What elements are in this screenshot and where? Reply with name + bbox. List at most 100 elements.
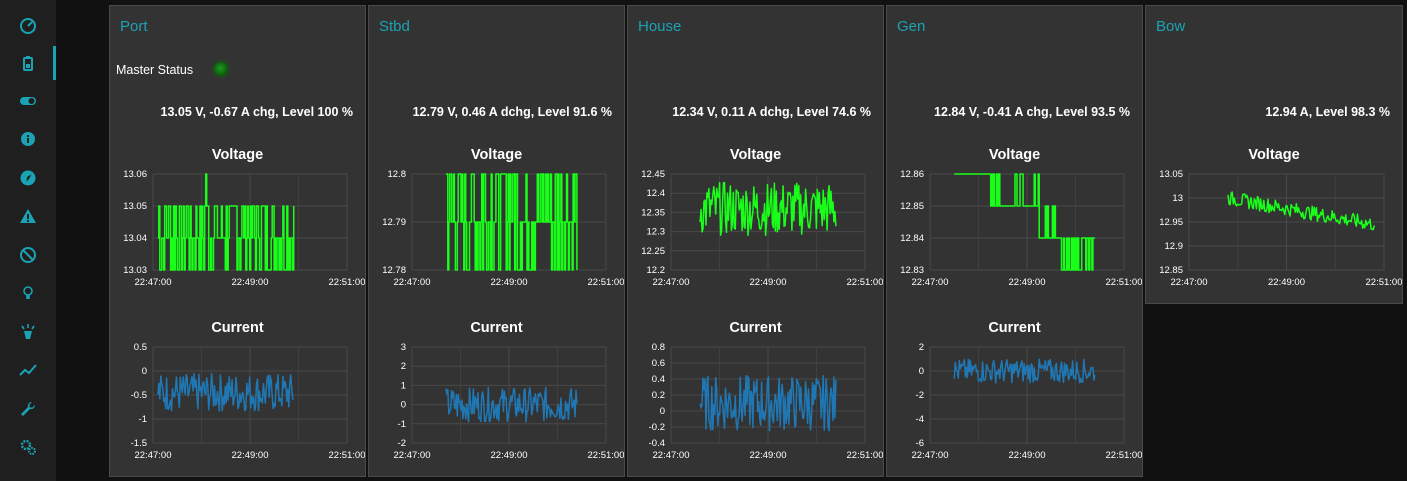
x-tick-label: 22:51:00 bbox=[329, 450, 365, 461]
sidebar-item-dashboard-gauge[interactable] bbox=[0, 6, 56, 44]
status-text: 12.84 V, -0.41 A chg, Level 93.5 % bbox=[934, 105, 1130, 119]
status-text: 12.34 V, 0.11 A dchg, Level 74.6 % bbox=[672, 105, 871, 119]
y-tick-label: -2 bbox=[916, 390, 924, 401]
y-tick-label: 0 bbox=[142, 366, 147, 377]
ban-icon bbox=[20, 247, 36, 263]
voltage-chart-title: Voltage bbox=[470, 147, 523, 163]
current-chart-title: Current bbox=[211, 320, 264, 336]
x-tick-label: 22:49:00 bbox=[491, 277, 528, 288]
x-tick-label: 22:51:00 bbox=[329, 277, 365, 288]
current-chart: 0.8 0.6 0.4 0.2 0 -0.2 -0.422:47:00 22:49:00 22:… bbox=[649, 342, 883, 461]
y-tick-label: 13.04 bbox=[123, 233, 147, 244]
voltage-chart-title: Voltage bbox=[988, 147, 1041, 163]
current-chart-title: Current bbox=[988, 320, 1041, 336]
voltage-chart: 12.45 12.4 12.35 12.3 12.25 12.222:47:00 22:49… bbox=[641, 169, 883, 288]
wrench-icon bbox=[21, 401, 36, 416]
y-tick-label: -1.5 bbox=[131, 438, 147, 449]
sidebar-item-spotlight[interactable] bbox=[0, 313, 56, 351]
x-tick-label: 22:47:00 bbox=[1171, 277, 1208, 288]
x-tick-label: 22:47:00 bbox=[135, 277, 172, 288]
card-title: Stbd bbox=[379, 18, 410, 35]
x-tick-label: 22:49:00 bbox=[750, 277, 787, 288]
sidebar-item-warning[interactable] bbox=[0, 197, 56, 235]
voltage-chart-title: Voltage bbox=[211, 147, 264, 163]
y-tick-label: 12.85 bbox=[900, 201, 924, 212]
y-tick-label: -1 bbox=[139, 414, 147, 425]
y-tick-label: -2 bbox=[398, 438, 406, 449]
card-bow: Bow 12.94 A, Level 98.3 % Voltage 13.05 13 12… bbox=[1145, 5, 1403, 304]
y-tick-label: 3 bbox=[401, 342, 406, 353]
y-tick-label: 13.03 bbox=[123, 265, 147, 276]
series-line bbox=[445, 386, 578, 423]
sidebar-item-lightbulb[interactable] bbox=[0, 274, 56, 312]
series-line bbox=[445, 173, 578, 271]
card-title: House bbox=[638, 18, 682, 35]
sidebar-item-ban[interactable] bbox=[0, 236, 56, 274]
status-text: 13.05 V, -0.67 A chg, Level 100 % bbox=[160, 105, 353, 119]
current-chart: 3 2 1 0 -1 -222:47:00 22:49:00 22:51:00 bbox=[394, 342, 624, 461]
series-line bbox=[1227, 191, 1376, 231]
x-tick-label: 22:49:00 bbox=[750, 450, 787, 461]
voltage-chart-title: Voltage bbox=[1248, 147, 1300, 163]
card-title: Bow bbox=[1156, 18, 1186, 35]
card-gen: Gen 12.84 V, -0.41 A chg, Level 93.5 % Vol… bbox=[886, 5, 1143, 477]
card-port: Port Master Status 13.05 V, -0.67 A chg, L… bbox=[109, 5, 366, 477]
sidebar-item-battery[interactable] bbox=[0, 44, 56, 82]
x-tick-label: 22:51:00 bbox=[588, 450, 624, 461]
x-tick-label: 22:47:00 bbox=[394, 277, 431, 288]
series-line bbox=[699, 181, 837, 237]
y-tick-label: 13.06 bbox=[123, 169, 147, 180]
y-tick-label: 12.78 bbox=[382, 265, 406, 276]
x-tick-label: 22:47:00 bbox=[912, 277, 949, 288]
x-tick-label: 22:51:00 bbox=[847, 277, 883, 288]
y-tick-label: 13.05 bbox=[1159, 169, 1183, 180]
sidebar-item-line-chart[interactable] bbox=[0, 351, 56, 389]
x-tick-label: 22:51:00 bbox=[1106, 277, 1142, 288]
cogs-icon bbox=[20, 439, 36, 455]
y-tick-label: -6 bbox=[916, 438, 924, 449]
x-tick-label: 22:51:00 bbox=[1106, 450, 1142, 461]
dashboard-gauge-icon bbox=[20, 18, 36, 34]
sidebar-item-info[interactable] bbox=[0, 120, 56, 158]
x-tick-label: 22:47:00 bbox=[394, 450, 431, 461]
card-stbd: Stbd 12.79 V, 0.46 A dchg, Level 91.6 % Vo… bbox=[368, 5, 625, 477]
current-chart-title: Current bbox=[729, 320, 782, 336]
sidebar-item-compass[interactable] bbox=[0, 159, 56, 197]
spotlight-icon bbox=[21, 324, 35, 339]
series-line bbox=[157, 373, 294, 412]
current-chart-title: Current bbox=[470, 320, 523, 336]
y-tick-label: -0.4 bbox=[649, 438, 665, 449]
series-line bbox=[953, 358, 1096, 384]
toggle-icon bbox=[20, 97, 36, 105]
y-tick-label: 0 bbox=[660, 406, 665, 417]
x-tick-label: 22:47:00 bbox=[653, 277, 690, 288]
y-tick-label: 12.95 bbox=[1159, 217, 1183, 228]
y-tick-label: 12.85 bbox=[1159, 265, 1183, 276]
y-tick-label: -4 bbox=[916, 414, 924, 425]
sidebar-item-wrench[interactable] bbox=[0, 390, 56, 428]
compass-icon bbox=[20, 170, 36, 186]
voltage-chart-title: Voltage bbox=[729, 147, 782, 163]
card-title: Port bbox=[120, 18, 148, 35]
sidebar-item-cogs[interactable] bbox=[0, 428, 56, 466]
y-tick-label: 2 bbox=[919, 342, 924, 353]
x-tick-label: 22:51:00 bbox=[588, 277, 624, 288]
x-tick-label: 22:47:00 bbox=[653, 450, 690, 461]
x-tick-label: 22:47:00 bbox=[912, 450, 949, 461]
y-tick-label: 12.79 bbox=[382, 217, 406, 228]
sidebar-item-toggle[interactable] bbox=[0, 82, 56, 120]
y-tick-label: 0 bbox=[919, 366, 924, 377]
current-chart: 0.5 0 -0.5 -1 -1.522:47:00 22:49:00 22:51:00 bbox=[131, 342, 365, 461]
y-tick-label: 12.86 bbox=[900, 169, 924, 180]
card-house: House 12.34 V, 0.11 A dchg, Level 74.6 % V… bbox=[627, 5, 884, 477]
y-tick-label: 13.05 bbox=[123, 201, 147, 212]
master-status-led bbox=[214, 62, 228, 76]
y-tick-label: -0.5 bbox=[131, 390, 147, 401]
y-tick-label: 12.2 bbox=[647, 265, 666, 276]
y-tick-label: 0.6 bbox=[652, 358, 665, 369]
x-tick-label: 22:49:00 bbox=[232, 450, 269, 461]
y-tick-label: 0.2 bbox=[652, 390, 665, 401]
